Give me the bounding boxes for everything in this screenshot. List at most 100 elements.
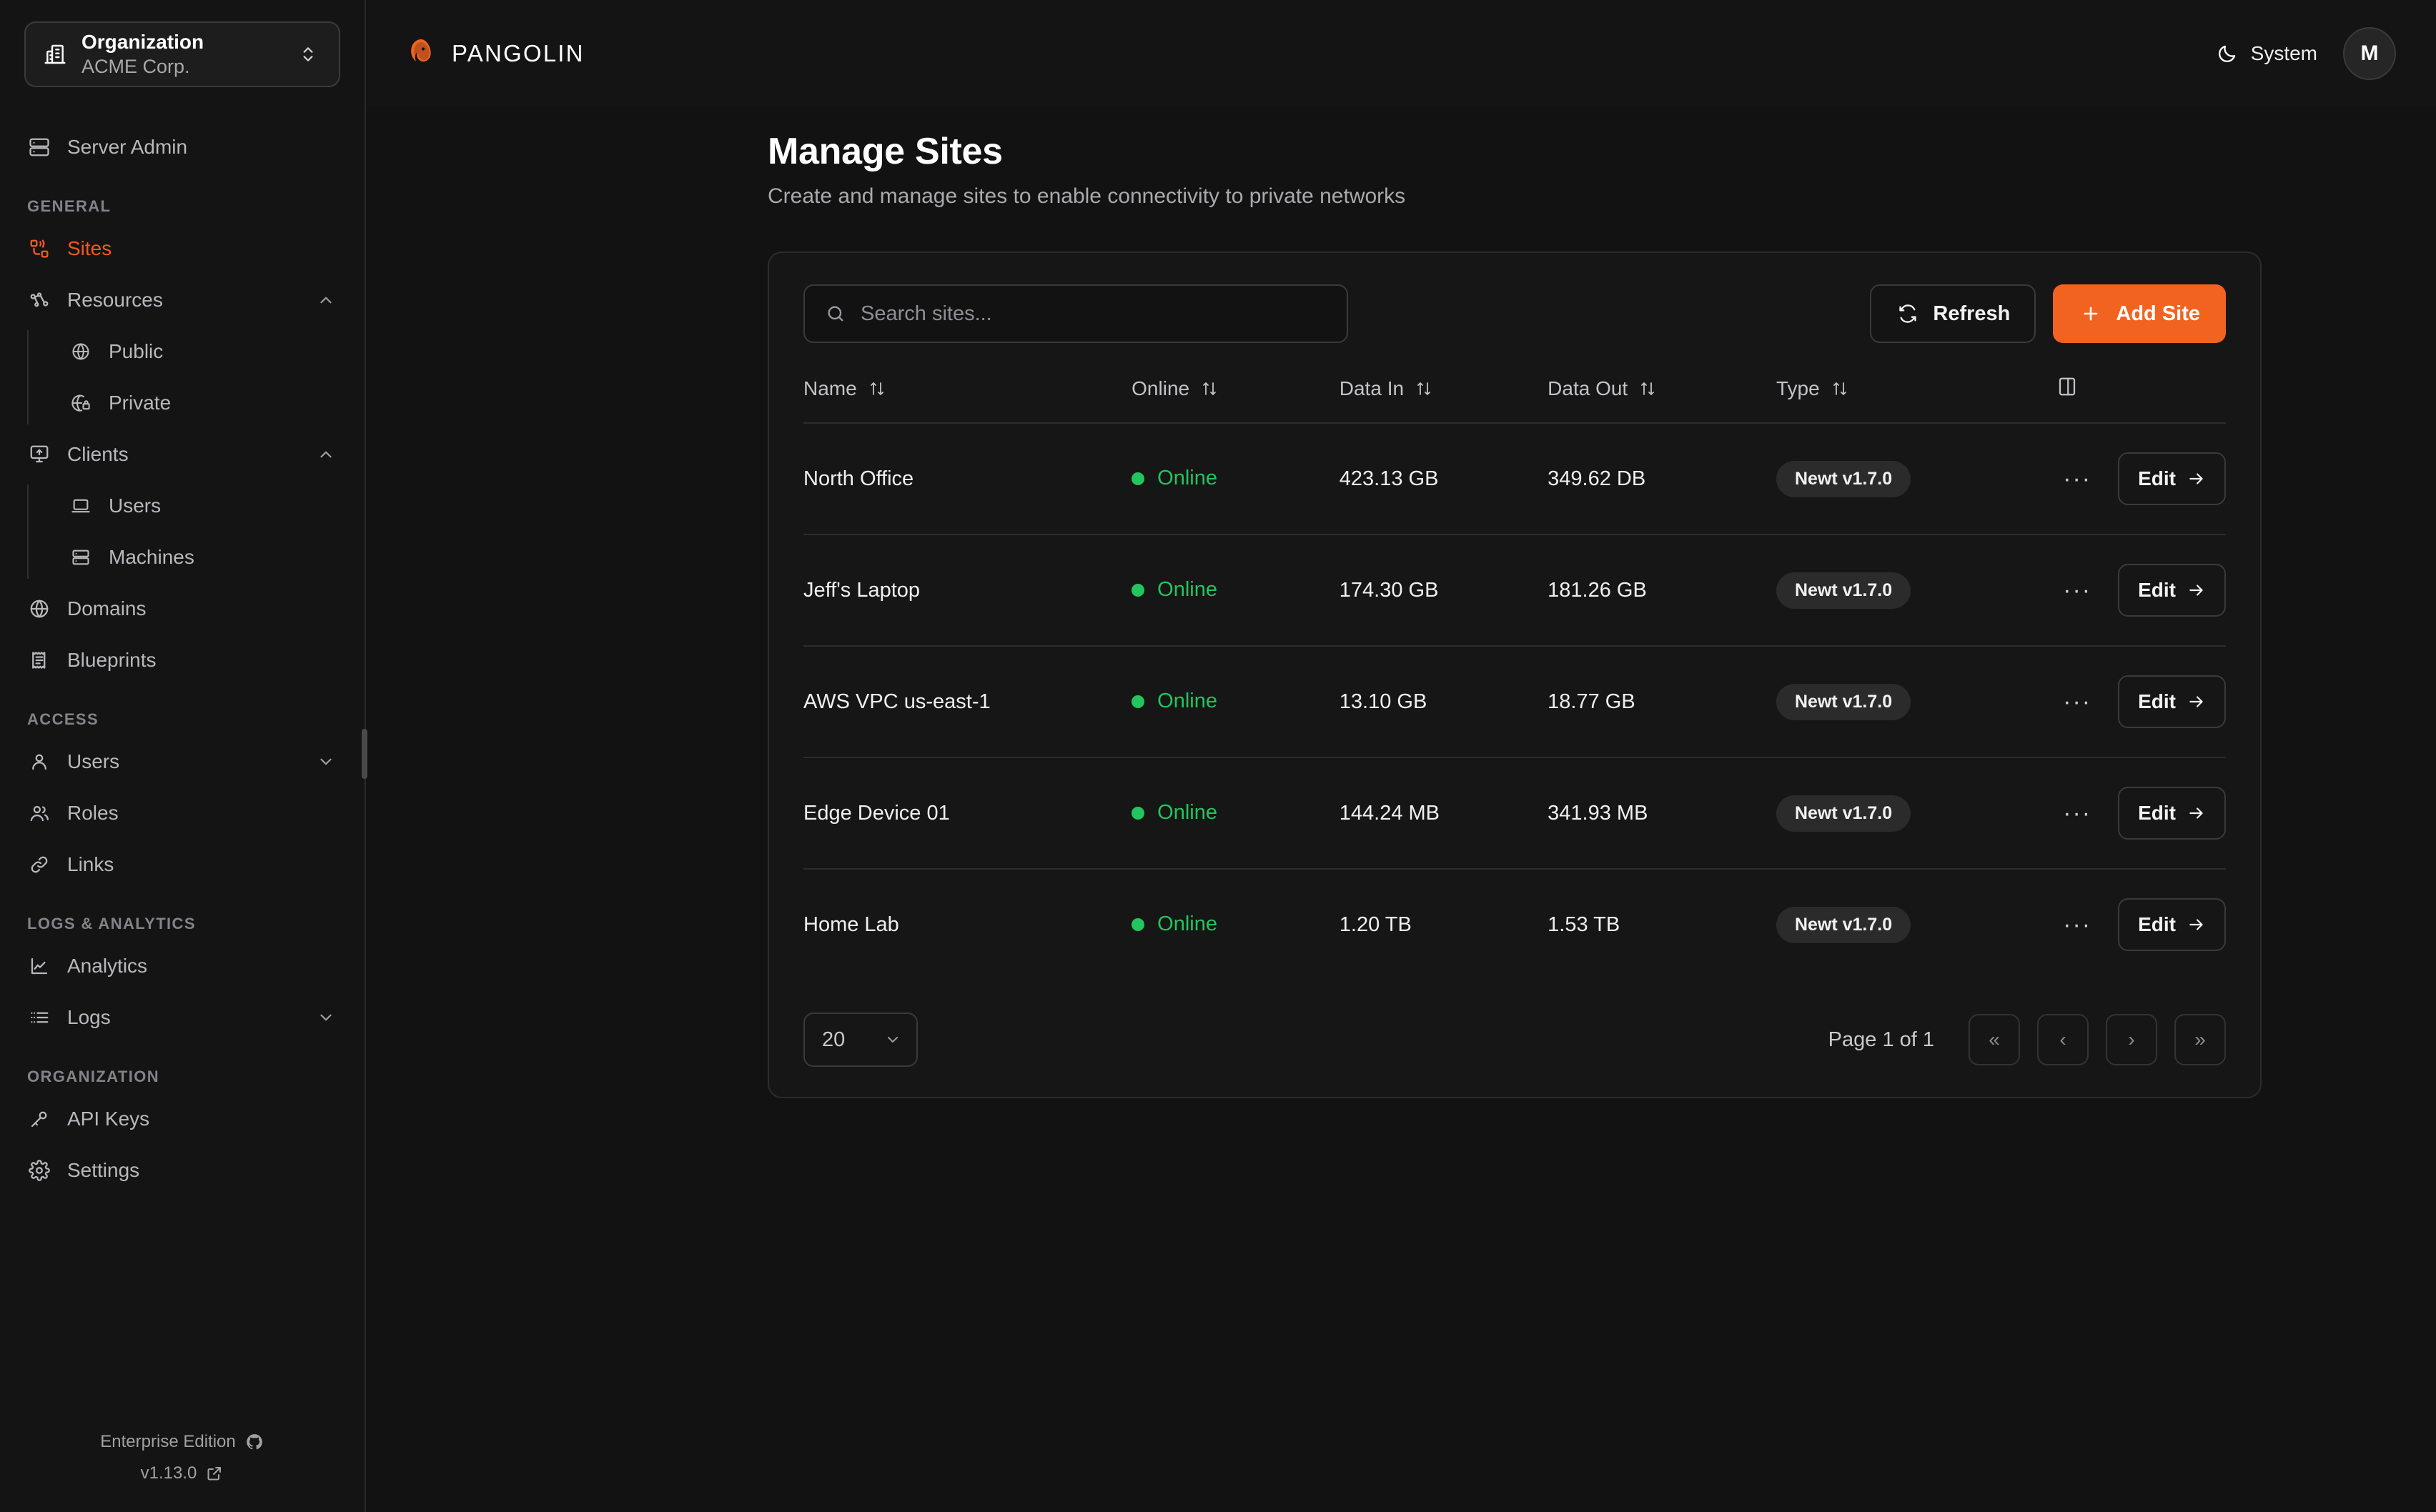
link-icon: [27, 852, 51, 877]
sidebar-item-server-admin[interactable]: Server Admin: [0, 121, 365, 173]
sidebar-item-domains[interactable]: Domains: [0, 583, 365, 635]
next-page-button[interactable]: ›: [2106, 1014, 2157, 1065]
sort-icon: [868, 380, 886, 397]
brand-name: PANGOLIN: [452, 40, 585, 66]
sidebar-item-private[interactable]: Private: [27, 377, 365, 429]
columns-toggle-icon[interactable]: [2055, 374, 2079, 399]
search-box[interactable]: [803, 284, 1348, 343]
table-row[interactable]: AWS VPC us-east-1 Online 13.10 GB 18.77 …: [803, 646, 2226, 758]
table-row[interactable]: North Office Online 423.13 GB 349.62 DB …: [803, 423, 2226, 535]
sidebar-item-label: Sites: [67, 237, 112, 259]
column-header-data-out[interactable]: Data Out: [1548, 374, 1776, 424]
sidebar-item-roles[interactable]: Roles: [0, 787, 365, 839]
sidebar-item-analytics[interactable]: Analytics: [0, 940, 365, 992]
sidebar-resize-handle[interactable]: [362, 729, 367, 779]
github-icon[interactable]: [244, 1432, 264, 1452]
chevron-down-icon[interactable]: [316, 1008, 336, 1028]
edit-button[interactable]: Edit: [2118, 452, 2226, 505]
sidebar-item-resources[interactable]: Resources: [0, 274, 365, 326]
row-more-button[interactable]: ···: [2063, 576, 2092, 604]
avatar[interactable]: M: [2343, 27, 2396, 80]
arrow-right-icon: [2187, 915, 2206, 934]
version-row[interactable]: v1.13.0: [0, 1463, 365, 1483]
sidebar-item-api-keys[interactable]: API Keys: [0, 1093, 365, 1145]
theme-toggle[interactable]: System: [2215, 41, 2317, 66]
prev-page-button[interactable]: ‹: [2037, 1014, 2089, 1065]
sidebar: Organization ACME Corp. Server Admin: [0, 0, 367, 1512]
column-header-type[interactable]: Type: [1776, 374, 2056, 424]
edit-button[interactable]: Edit: [2118, 787, 2226, 840]
cell-data-out: 181.26 GB: [1548, 534, 1776, 647]
main-content: PANGOLIN System M Manage Sites Create an…: [366, 0, 2436, 1512]
brand[interactable]: PANGOLIN: [403, 36, 585, 71]
sidebar-item-clients[interactable]: Clients: [0, 429, 365, 480]
topbar: PANGOLIN System M: [366, 0, 2436, 107]
edit-label: Edit: [2138, 913, 2176, 935]
chevron-down-icon: [883, 1030, 902, 1049]
add-site-button[interactable]: Add Site: [2053, 284, 2226, 343]
edit-button[interactable]: Edit: [2118, 564, 2226, 617]
row-more-button[interactable]: ···: [2063, 910, 2092, 938]
refresh-button[interactable]: Refresh: [1870, 284, 2036, 343]
list-icon: [27, 1005, 51, 1030]
external-link-icon[interactable]: [205, 1464, 224, 1483]
org-switcher[interactable]: Organization ACME Corp.: [24, 21, 340, 87]
sidebar-section-access: ACCESS: [27, 710, 99, 728]
table-row[interactable]: Jeff's Laptop Online 174.30 GB 181.26 GB…: [803, 534, 2226, 647]
cell-name: AWS VPC us-east-1: [803, 646, 1132, 758]
user-icon: [27, 750, 51, 774]
chevron-up-icon[interactable]: [316, 290, 336, 310]
sidebar-nav: Server Admin GENERAL Sites: [0, 103, 365, 1421]
sidebar-item-users-clients[interactable]: Users: [27, 480, 365, 532]
cell-type: Newt v1.7.0: [1776, 757, 2056, 870]
table-row[interactable]: Home Lab Online 1.20 TB 1.53 TB Newt v1.…: [803, 869, 2226, 980]
edition-row[interactable]: Enterprise Edition: [0, 1432, 365, 1452]
sidebar-subgroup-resources: Public Private: [27, 326, 365, 429]
row-more-button[interactable]: ···: [2063, 687, 2092, 715]
column-header-name[interactable]: Name: [803, 374, 1132, 424]
column-header-online[interactable]: Online: [1132, 374, 1340, 424]
users-icon: [27, 801, 51, 825]
table-row[interactable]: Edge Device 01 Online 144.24 MB 341.93 M…: [803, 757, 2226, 870]
column-header-data-in[interactable]: Data In: [1339, 374, 1548, 424]
cell-data-out: 349.62 DB: [1548, 423, 1776, 535]
sidebar-item-sites[interactable]: Sites: [0, 223, 365, 274]
page-body: Manage Sites Create and manage sites to …: [366, 107, 2436, 1098]
org-title: Organization: [81, 31, 204, 54]
sidebar-item-label: Users: [67, 750, 120, 772]
sidebar-item-settings[interactable]: Settings: [0, 1145, 365, 1196]
sidebar-item-users[interactable]: Users: [0, 736, 365, 787]
sidebar-item-public[interactable]: Public: [27, 326, 365, 377]
row-more-button[interactable]: ···: [2063, 799, 2092, 827]
edit-button[interactable]: Edit: [2118, 675, 2226, 728]
globe-lock-icon: [69, 391, 93, 415]
type-badge: Newt v1.7.0: [1776, 683, 1911, 720]
server-icon: [69, 545, 93, 570]
chevron-up-icon[interactable]: [316, 444, 336, 464]
search-icon: [823, 302, 848, 326]
sidebar-subgroup-clients: Users Machines: [27, 480, 365, 583]
cell-type: Newt v1.7.0: [1776, 646, 2056, 758]
server-icon: [27, 135, 51, 159]
page-size-select[interactable]: 20: [803, 1013, 918, 1067]
cell-online: Online: [1132, 534, 1340, 647]
sidebar-item-blueprints[interactable]: Blueprints: [0, 635, 365, 686]
first-page-button[interactable]: «: [1969, 1014, 2020, 1065]
edit-label: Edit: [2138, 802, 2176, 824]
cell-data-in: 423.13 GB: [1339, 423, 1548, 535]
edit-label: Edit: [2138, 690, 2176, 712]
search-input[interactable]: [861, 302, 1328, 326]
last-page-button[interactable]: »: [2174, 1014, 2226, 1065]
type-badge: Newt v1.7.0: [1776, 906, 1911, 943]
edit-button[interactable]: Edit: [2118, 898, 2226, 951]
sidebar-item-links[interactable]: Links: [0, 839, 365, 890]
cell-data-in: 144.24 MB: [1339, 757, 1548, 870]
sites-card: Refresh Add Site: [768, 252, 2262, 1098]
cell-name: Home Lab: [803, 912, 899, 936]
row-more-button[interactable]: ···: [2063, 464, 2092, 492]
theme-label: System: [2250, 42, 2317, 64]
sidebar-item-logs[interactable]: Logs: [0, 992, 365, 1043]
sidebar-item-machines[interactable]: Machines: [27, 532, 365, 583]
chevron-down-icon[interactable]: [316, 752, 336, 772]
building-icon: [43, 42, 67, 66]
